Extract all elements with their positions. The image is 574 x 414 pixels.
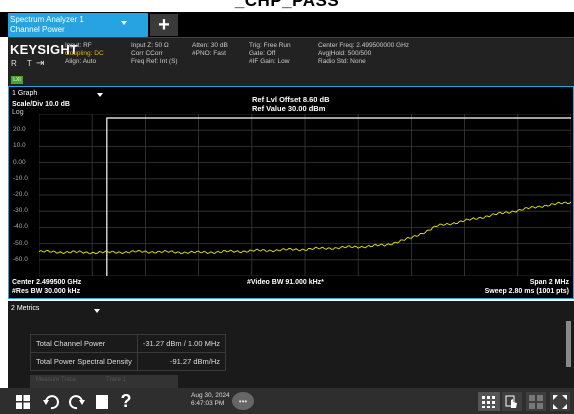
page-title: _CHP_PASS [0,0,574,12]
channel-bandwidth-marker [106,117,571,276]
settings-input-col[interactable]: Input: RF Coupling: DC Align: Auto [65,42,104,66]
y-tick-label: -20.0 [13,191,28,198]
metrics-window[interactable]: 2 Metrics Total Channel Power -31.27 dBm… [8,301,574,388]
run-status: R T [11,59,36,68]
redo-button[interactable] [66,392,88,411]
ref-value: Ref Value 30.00 dBm [252,104,326,113]
ghost-tabs[interactable]: Measure Trace Trace 1 [30,375,178,388]
metric-label: Total Channel Power [30,334,138,353]
metrics-scrollbar[interactable] [566,321,571,367]
metrics-window-label[interactable]: 2 Metrics [8,301,98,318]
metric-label: Total Power Spectral Density [30,352,138,371]
grid-icon [529,394,543,409]
settings-impedance-col[interactable]: Input Z: 50 Ω Corr CCorr Freq Ref: Int (… [131,42,178,66]
ref-level-offset: Ref Lvl Offset 8.60 dB [252,95,330,104]
file-button[interactable] [92,392,112,411]
chevron-down-icon[interactable] [121,21,127,25]
expand-icon [553,394,567,409]
y-tick-label: 0.00 [13,158,26,166]
metric-value: -91.27 dBm/Hz [136,352,227,371]
metrics-table: Total Channel Power -31.27 dBm / 1.00 MH… [30,334,227,371]
touch-button[interactable] [502,392,522,411]
windows-logo-icon [16,394,30,409]
spectrum-plot[interactable] [39,114,571,276]
lxi-badge: LXI [11,76,23,84]
split-view-button[interactable] [526,392,546,411]
mode-tab-spectrum-analyzer[interactable]: Spectrum Analyzer 1 Channel Power [8,13,148,37]
settings-freq-col[interactable]: Center Freq: 2.499500000 GHz Avg|Hold: 5… [318,42,410,66]
undo-button[interactable] [40,392,62,411]
arrow-right-icon: ⇥ [36,58,45,69]
video-bw-label: #Video BW 91.000 kHz* [247,279,324,286]
scale-per-div: Scale/Div 10.0 dB [12,101,70,108]
help-icon: ? [120,391,132,411]
settings-atten-col[interactable]: Atten: 30 dB #PNO: Fast [192,42,228,58]
table-row: Total Channel Power -31.27 dBm / 1.00 MH… [30,334,227,353]
help-button[interactable]: ? [116,391,136,411]
mode-tab-title: Spectrum Analyzer 1 [10,15,84,24]
y-tick-label: -60.0 [13,255,28,263]
y-axis-mode: Log [12,109,24,116]
brand-logo: KEYSIGHT [10,42,79,57]
metric-value: -31.27 dBm / 1.00 MHz [136,334,227,353]
fullscreen-button[interactable] [550,392,570,411]
keypad-button[interactable] [478,392,500,411]
y-tick-label: -30.0 [13,207,28,215]
file-icon [96,394,108,409]
settings-trigger-col[interactable]: Trig: Free Run Gate: Off #IF Gain: Low [249,42,291,66]
keypad-icon [482,395,495,408]
undo-icon [43,394,59,409]
hand-icon [505,395,517,408]
message-icon[interactable]: ••• [232,392,254,410]
ghost-tab-label[interactable]: Trace 1 [106,377,127,383]
res-bw-label: #Res BW 30.000 kHz [12,288,81,295]
graph-window[interactable]: 1 Graph Scale/Div 10.0 dB Ref Lvl Offset… [8,86,574,299]
taskbar: ? Aug 30, 2024 6:47:03 PM ••• [0,388,574,414]
y-tick-label: -10.0 [13,174,28,182]
date-time: Aug 30, 2024 6:47:03 PM [191,392,230,407]
chevron-down-icon[interactable] [97,93,103,97]
y-tick-label: 10.0 [13,142,26,150]
redo-icon [69,394,85,409]
spectrum-trace [39,201,571,255]
center-freq-label: Center 2.499500 GHz [12,279,82,286]
y-tick-label: -40.0 [13,223,28,231]
settings-panel[interactable]: KEYSIGHT R T ⇥ LXI Input: RF Coupling: D… [8,37,574,86]
y-tick-label: 20.0 [13,126,26,134]
graph-window-label[interactable]: 1 Graph [12,90,38,97]
plus-icon: + [158,13,170,36]
sweep-label: Sweep 2.80 ms (1001 pts) [484,288,569,295]
mode-tab-subtitle: Channel Power [10,25,65,34]
span-label: Span 2 MHz [529,279,569,286]
y-tick-label: -50.0 [13,239,28,247]
add-tab-button[interactable]: + [150,14,178,36]
table-row: Total Power Spectral Density -91.27 dBm/… [30,352,227,371]
ghost-tab-label[interactable]: Measure Trace [36,377,77,383]
chevron-down-icon[interactable] [94,309,100,313]
windows-start-button[interactable] [14,392,32,411]
